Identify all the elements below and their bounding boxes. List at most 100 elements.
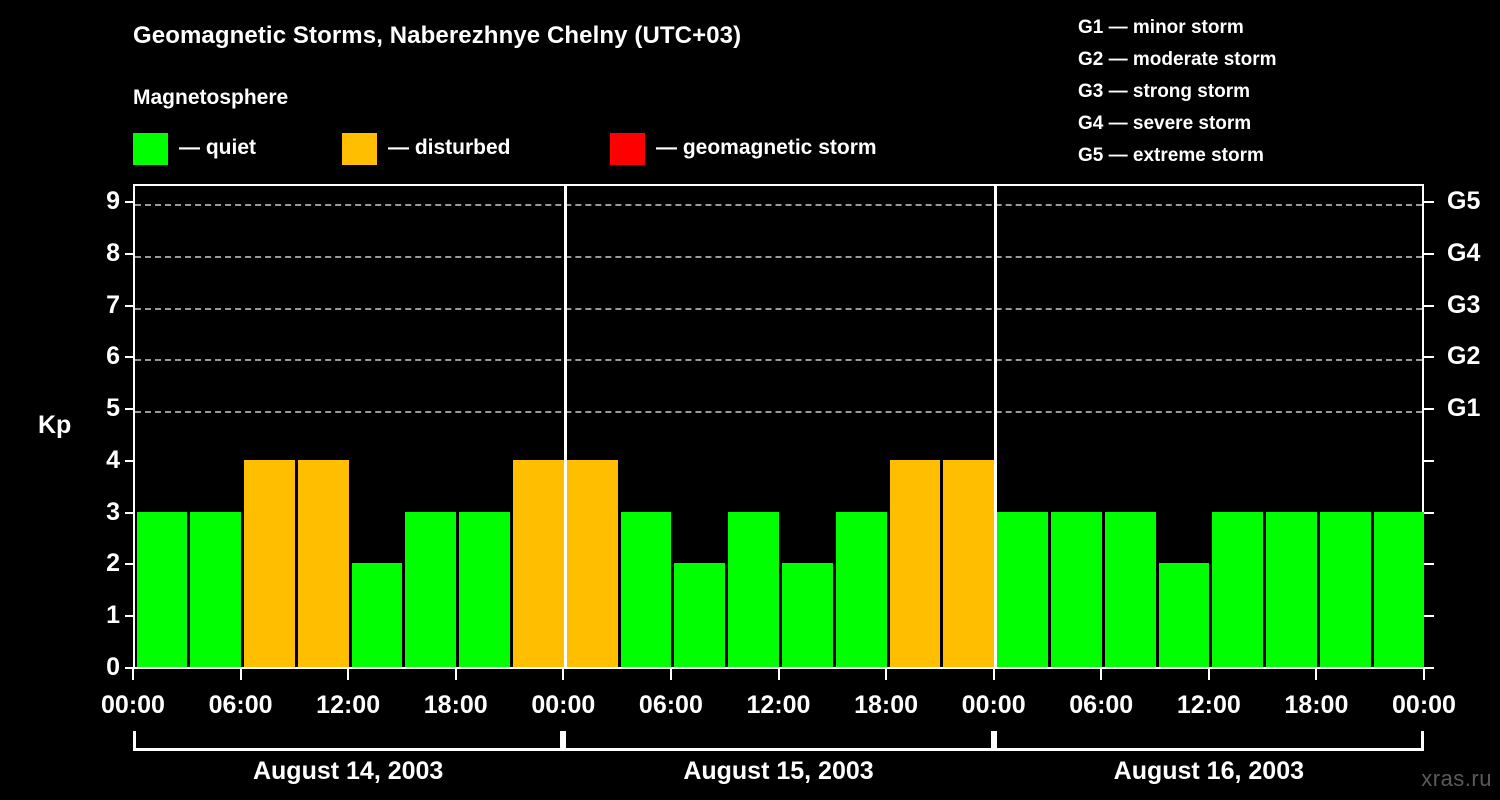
bar bbox=[1158, 563, 1210, 667]
bar bbox=[674, 563, 726, 667]
bar bbox=[1050, 511, 1102, 667]
x-tick-label-6: 12:00 bbox=[746, 691, 811, 719]
g-tick-label-g1: G1 bbox=[1447, 394, 1481, 423]
date-band-cap bbox=[133, 731, 136, 751]
legend-entry-geomagnetic-storm: — geomagnetic storm bbox=[610, 133, 877, 167]
plot-area bbox=[133, 184, 1425, 669]
watermark: xras.ru bbox=[1421, 766, 1492, 791]
gscale-legend-item-g4: G4 — severe storm bbox=[1078, 113, 1252, 134]
bar bbox=[351, 563, 403, 667]
gscale-legend-item-g5: G5 — extreme storm bbox=[1078, 145, 1264, 166]
bar bbox=[943, 459, 995, 667]
y-tick-mark-8 bbox=[125, 252, 134, 255]
day-divider bbox=[563, 186, 567, 667]
bar bbox=[1212, 511, 1264, 667]
y-tick-label-1: 1 bbox=[106, 601, 120, 630]
bar bbox=[1319, 511, 1371, 667]
gridline-kp-5 bbox=[135, 411, 1422, 414]
y-axis-title: Kp bbox=[38, 411, 72, 439]
legend-label-quiet: — quiet bbox=[179, 136, 256, 159]
bar bbox=[782, 563, 833, 667]
bar bbox=[835, 511, 887, 667]
x-tick-mark-7 bbox=[885, 669, 888, 680]
x-tick-label-4: 00:00 bbox=[531, 691, 596, 719]
g-minor-tick-kp-2 bbox=[1424, 563, 1434, 566]
bar bbox=[566, 459, 618, 667]
gridline-kp-8 bbox=[135, 255, 1422, 258]
y-tick-label-7: 7 bbox=[106, 290, 120, 319]
y-tick-label-8: 8 bbox=[106, 238, 120, 267]
gscale-legend: G1 — minor storm G2 — moderate storm G3 — … bbox=[1078, 12, 1277, 172]
bar bbox=[297, 459, 349, 667]
date-band-label: August 14, 2003 bbox=[252, 757, 444, 785]
gscale-legend-item-g2: G2 — moderate storm bbox=[1078, 49, 1277, 70]
y-tick-mark-2 bbox=[125, 563, 134, 566]
x-tick-mark-9 bbox=[1100, 669, 1103, 680]
y-tick-mark-6 bbox=[125, 356, 134, 359]
date-band-cap bbox=[1421, 731, 1424, 751]
g-tick-mark-g3 bbox=[1424, 304, 1434, 307]
bar bbox=[244, 459, 295, 667]
date-band-cap bbox=[990, 731, 994, 751]
y-tick-mark-3 bbox=[125, 511, 134, 514]
bar bbox=[1266, 511, 1317, 667]
x-tick-label-12: 00:00 bbox=[1392, 691, 1456, 719]
y-tick-mark-5 bbox=[125, 408, 134, 411]
date-band-cap bbox=[563, 731, 567, 751]
g-tick-label-g5: G5 bbox=[1447, 187, 1481, 215]
x-tick-mark-3 bbox=[454, 669, 457, 680]
legend-swatch-disturbed bbox=[342, 133, 377, 165]
y-tick-label-0: 0 bbox=[106, 653, 120, 681]
bar bbox=[889, 459, 941, 667]
bar bbox=[405, 511, 457, 667]
x-tick-mark-6 bbox=[777, 669, 780, 680]
x-tick-mark-5 bbox=[669, 669, 672, 680]
date-band-cap bbox=[993, 731, 997, 751]
g-tick-label-g2: G2 bbox=[1447, 342, 1481, 371]
date-band-label: August 16, 2003 bbox=[1113, 757, 1304, 785]
date-band-line bbox=[993, 748, 1424, 751]
x-tick-mark-11 bbox=[1315, 669, 1318, 680]
gridline-kp-6 bbox=[135, 359, 1422, 362]
gscale-legend-item-g1: G1 — minor storm bbox=[1078, 17, 1244, 38]
chart-subtitle: Magnetosphere bbox=[133, 86, 289, 109]
gscale-legend-item-g3: G3 — strong storm bbox=[1078, 81, 1251, 102]
g-tick-mark-g5 bbox=[1424, 201, 1434, 203]
gridline-kp-7 bbox=[135, 307, 1422, 310]
legend-entry-quiet: — quiet bbox=[133, 133, 256, 167]
y-tick-mark-0 bbox=[125, 667, 134, 669]
x-tick-label-8: 00:00 bbox=[961, 691, 1026, 719]
bar bbox=[1373, 511, 1425, 667]
legend-label-disturbed: — disturbed bbox=[388, 136, 511, 159]
g-tick-label-g4: G4 bbox=[1447, 238, 1481, 267]
g-tick-mark-g2 bbox=[1424, 356, 1434, 359]
day-divider bbox=[994, 186, 998, 667]
legend-swatch-geomagnetic-storm bbox=[610, 133, 645, 165]
y-tick-mark-4 bbox=[125, 459, 134, 462]
y-tick-label-9: 9 bbox=[106, 187, 120, 215]
gridline-kp-9 bbox=[135, 204, 1422, 206]
x-tick-label-9: 06:00 bbox=[1069, 691, 1134, 719]
legend-swatch-quiet bbox=[133, 133, 168, 165]
legend-entry-disturbed: — disturbed bbox=[342, 133, 511, 167]
bar bbox=[136, 511, 188, 667]
x-tick-mark-4 bbox=[562, 669, 565, 680]
g-minor-tick-kp-0 bbox=[1424, 667, 1434, 669]
date-band-label: August 15, 2003 bbox=[683, 757, 874, 785]
bar bbox=[997, 511, 1048, 667]
x-tick-label-3: 18:00 bbox=[423, 691, 488, 719]
y-tick-mark-7 bbox=[125, 304, 134, 307]
x-tick-mark-2 bbox=[347, 669, 350, 680]
bar bbox=[728, 511, 779, 667]
g-tick-label-g3: G3 bbox=[1447, 290, 1481, 319]
bar bbox=[459, 511, 511, 667]
bar bbox=[620, 511, 672, 667]
bar bbox=[190, 511, 242, 667]
x-tick-label-1: 06:00 bbox=[208, 691, 273, 719]
bar bbox=[1104, 511, 1156, 667]
x-tick-mark-1 bbox=[239, 669, 242, 680]
g-minor-tick-kp-1 bbox=[1424, 615, 1434, 618]
g-tick-mark-g1 bbox=[1424, 408, 1434, 411]
g-tick-mark-g4 bbox=[1424, 252, 1434, 255]
date-band-line bbox=[563, 748, 994, 751]
